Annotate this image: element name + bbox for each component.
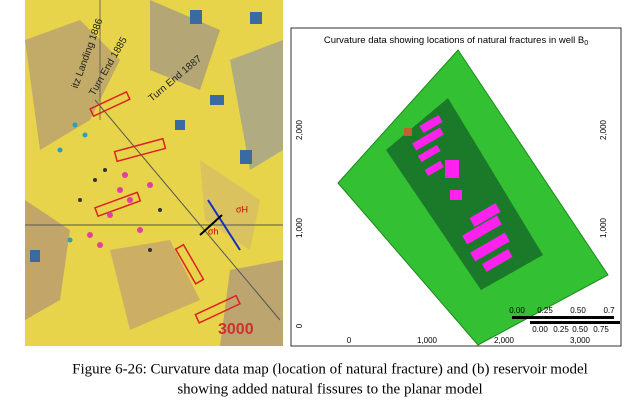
y-tick-label: 2,000: [295, 119, 304, 140]
y-tick-label: 1,000: [599, 217, 608, 238]
caption-line: Figure 6-26: Curvature data map (locatio…: [72, 361, 588, 377]
fractures: [404, 115, 513, 272]
scale-label: 0.25: [553, 325, 569, 334]
scale-label: 0.50: [570, 306, 586, 315]
x-tick-label: 0: [347, 336, 352, 345]
scale-label: 0.00: [509, 306, 525, 315]
scale-label: 0.25: [537, 306, 553, 315]
y-tick-label: 0: [295, 323, 304, 328]
panel-title: Curvature data showing locations of natu…: [324, 35, 588, 47]
reservoir-model: Curvature data showing locations of natu…: [290, 27, 622, 347]
scale-label: 0.50: [572, 325, 588, 334]
scale-label: 0.7: [603, 306, 615, 315]
x-tick-label: 1,000: [417, 336, 438, 345]
scale-bar: 0.00 0.25 0.50 0.7 0.00 0.25 0.50 0.75: [509, 306, 620, 334]
map-label: 3000: [218, 321, 254, 338]
stress-label: σH: [236, 204, 248, 214]
scale-label: 0.75: [593, 325, 609, 334]
title-text: Curvature data showing locations of natu…: [324, 35, 584, 46]
stress-label: σh: [208, 226, 219, 236]
x-tick-label: 3,000: [570, 336, 591, 345]
x-tick-label: 2,000: [494, 336, 515, 345]
title-subscript: 0: [584, 40, 588, 47]
caption-line: showing added natural fissures to the pl…: [177, 381, 482, 397]
scale-label: 0.00: [532, 325, 548, 334]
y-tick-label: 2,000: [599, 119, 608, 140]
y-tick-label: 1,000: [295, 217, 304, 238]
curvature-map: itz Landing 1886 Turn End 1885 Turn End …: [25, 0, 283, 346]
